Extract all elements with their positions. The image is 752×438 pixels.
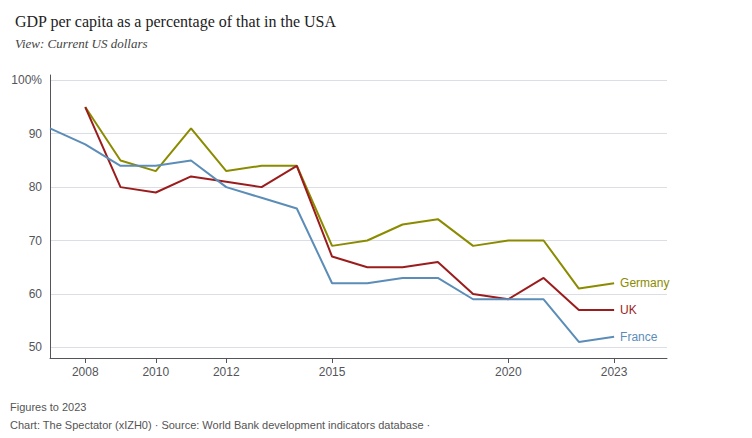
- svg-text:100%: 100%: [11, 73, 42, 87]
- svg-text:50: 50: [29, 340, 43, 354]
- svg-text:2023: 2023: [601, 365, 628, 379]
- svg-text:80: 80: [29, 180, 43, 194]
- svg-text:GDP per capita as a percentage: GDP per capita as a percentage of that i…: [15, 13, 337, 31]
- svg-text:Chart: The Spectator (xIZH0) ·: Chart: The Spectator (xIZH0) · Source: W…: [10, 419, 430, 431]
- svg-text:70: 70: [29, 234, 43, 248]
- svg-text:France: France: [620, 330, 658, 344]
- svg-text:2015: 2015: [319, 365, 346, 379]
- svg-text:60: 60: [29, 287, 43, 301]
- svg-text:Germany: Germany: [620, 276, 669, 290]
- svg-text:2008: 2008: [72, 365, 99, 379]
- svg-text:UK: UK: [620, 303, 637, 317]
- svg-text:2020: 2020: [495, 365, 522, 379]
- svg-text:2012: 2012: [213, 365, 240, 379]
- svg-text:2010: 2010: [142, 365, 169, 379]
- svg-text:Figures to 2023: Figures to 2023: [10, 401, 86, 413]
- svg-text:View: Current US dollars: View: Current US dollars: [15, 36, 148, 51]
- svg-text:90: 90: [29, 127, 43, 141]
